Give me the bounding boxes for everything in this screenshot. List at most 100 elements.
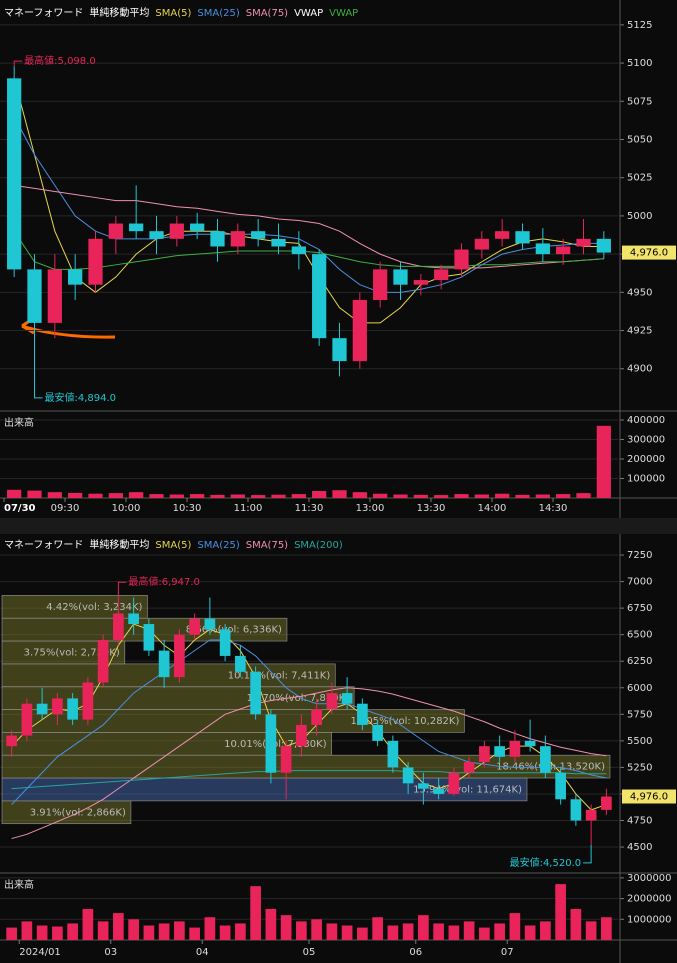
volume-bar	[352, 492, 367, 498]
volume-bar	[108, 493, 123, 498]
candle-body	[68, 269, 83, 285]
candle-body	[6, 735, 17, 747]
volume-bar	[235, 923, 246, 940]
high-label: 最高値:6,947.0	[128, 575, 200, 588]
x-tick-label: 09:30	[51, 503, 80, 514]
candle-body	[113, 613, 124, 640]
volume-bar	[204, 917, 216, 940]
indicator-line	[11, 770, 607, 790]
indicator-line	[13, 78, 604, 324]
volume-bar	[463, 921, 475, 940]
candle-body	[210, 231, 225, 247]
candle-body	[27, 269, 42, 323]
candle-body	[230, 231, 245, 247]
candle-body	[204, 618, 216, 630]
x-tick-label: 13:00	[356, 503, 385, 514]
volume-bar	[67, 923, 78, 940]
legend-entry: SMA(25)	[197, 540, 239, 551]
indicator-line	[11, 623, 607, 811]
last-price-label: 4,976.0	[630, 248, 668, 259]
candle-body	[373, 269, 388, 300]
candle-body	[601, 796, 612, 810]
candle-body	[434, 269, 449, 281]
volume-profile-bar	[1, 595, 148, 619]
y-tick-label: 5500	[627, 736, 652, 747]
volume-profile-label: 8.66%(vol: 6,336K)	[186, 625, 282, 636]
volume-bar	[570, 908, 582, 940]
y-tick-label: 6000	[627, 683, 652, 694]
volume-bar	[21, 921, 33, 940]
y-tick-label: 400000	[627, 415, 665, 426]
volume-bar	[585, 921, 597, 940]
y-tick-label: 4925	[627, 326, 652, 337]
x-tick-label: 14:00	[478, 503, 507, 514]
volume-bar	[311, 919, 322, 940]
y-tick-label: 7250	[627, 550, 652, 561]
candle-body	[169, 223, 184, 239]
x-tick-label: 05	[303, 947, 316, 958]
volume-bar	[271, 494, 286, 498]
x-tick-label: 03	[104, 947, 117, 958]
candle-body	[535, 243, 550, 255]
candle-body	[576, 238, 591, 247]
legend-entry: SMA(25)	[197, 8, 239, 19]
candle-body	[7, 78, 22, 270]
x-tick-label: 10:30	[173, 503, 202, 514]
volume-bar	[291, 494, 306, 498]
candle-body	[509, 740, 521, 757]
volume-bar	[7, 489, 22, 498]
legend-group: VWAP	[294, 8, 323, 19]
candle-body	[418, 783, 429, 789]
candle-body	[448, 772, 460, 794]
volume-bar	[555, 884, 566, 940]
volume-bar	[296, 921, 307, 940]
high-label: 最高値:5,098.0	[24, 54, 96, 67]
x-tick-label: 13:30	[417, 503, 446, 514]
volume-bar	[230, 494, 245, 498]
volume-bar	[341, 925, 353, 940]
candle-body	[97, 639, 109, 683]
high-pointer	[117, 581, 127, 588]
volume-bar	[326, 923, 338, 940]
candle-body	[570, 799, 582, 821]
volume-bar	[373, 493, 388, 498]
candle-body	[129, 223, 144, 232]
candle-body	[474, 238, 489, 250]
y-tick-label: 5100	[627, 58, 652, 69]
x-tick-label: 04	[196, 947, 209, 958]
candle-body	[393, 269, 408, 285]
y-tick-label: 5125	[627, 20, 652, 31]
candle-body	[250, 671, 261, 715]
indicator-line	[11, 639, 607, 805]
volume-bar	[52, 926, 63, 940]
volume-bar	[479, 927, 490, 940]
volume-bar	[515, 494, 530, 498]
volume-bar	[36, 925, 48, 940]
panel-gap	[0, 518, 677, 534]
volume-profile-label: 4.42%(vol: 3,234K)	[46, 602, 142, 613]
candle-body	[524, 740, 536, 747]
x-tick-label: 2024/01	[19, 947, 61, 958]
x-tick-label: 07	[501, 947, 514, 958]
y-tick-label: 4950	[627, 287, 652, 298]
volume-bar	[174, 921, 185, 940]
volume-bar	[82, 908, 94, 940]
volume-bar	[189, 927, 200, 940]
volume-bar	[128, 919, 139, 940]
candle-body	[556, 246, 571, 255]
candle-body	[413, 280, 428, 285]
indicator-line	[13, 230, 604, 270]
candle-body	[311, 709, 322, 725]
x-tick-label: 11:30	[295, 503, 324, 514]
x-tick-label: 11:00	[234, 503, 263, 514]
volume-bar	[169, 494, 184, 498]
y-tick-label: 2000000	[627, 894, 672, 905]
candle-body	[352, 299, 367, 362]
volume-profile-label: 10.70%(vol: 7,830K)	[247, 693, 350, 704]
legend-entry: SMA(5)	[155, 8, 191, 19]
candle-body	[495, 231, 510, 239]
candle-body	[341, 693, 353, 704]
candle-body	[190, 223, 205, 232]
last-price-box	[622, 245, 676, 260]
